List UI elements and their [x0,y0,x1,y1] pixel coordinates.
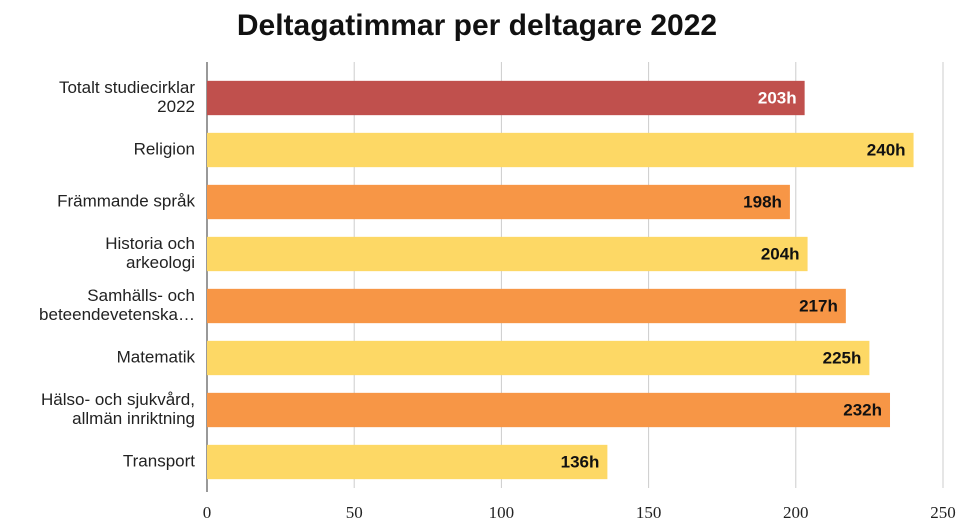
y-tick-label: Hälso- och sjukvård, [41,390,195,409]
x-tick-label: 150 [636,503,662,521]
y-tick-label: allmän inriktning [72,409,195,428]
chart-title: Deltagatimmar per deltagare 2022 [237,9,717,42]
y-tick-label: arkeologi [126,253,195,272]
bar [207,288,846,324]
y-tick-label: 2022 [157,97,195,116]
x-tick-label: 200 [783,503,809,521]
bar [207,444,608,480]
bar [207,236,808,272]
bar [207,184,790,220]
value-label: 204h [761,244,800,263]
value-label: 203h [758,88,797,107]
value-label: 232h [843,400,882,419]
x-tick-label: 100 [489,503,515,521]
bar [207,340,870,376]
y-tick-label: Transport [123,451,195,470]
value-label: 198h [743,192,782,211]
bar [207,132,914,168]
y-tick-label: Totalt studiecirklar [59,78,195,97]
bar [207,392,891,428]
value-label: 240h [867,140,906,159]
value-label: 217h [799,296,838,315]
y-tick-label: Samhälls- och [87,286,195,305]
y-tick-label: Historia och [105,234,195,253]
y-tick-label: Främmande språk [57,191,195,210]
y-tick-label: Religion [134,139,195,158]
value-label: 136h [561,452,600,471]
x-tick-label: 250 [930,503,956,521]
x-tick-label: 50 [346,503,363,521]
bar [207,80,805,116]
value-label: 225h [823,348,862,367]
y-tick-label: beteendevetenska… [39,305,195,324]
x-tick-label: 0 [203,503,212,521]
y-tick-label: Matematik [117,347,196,366]
